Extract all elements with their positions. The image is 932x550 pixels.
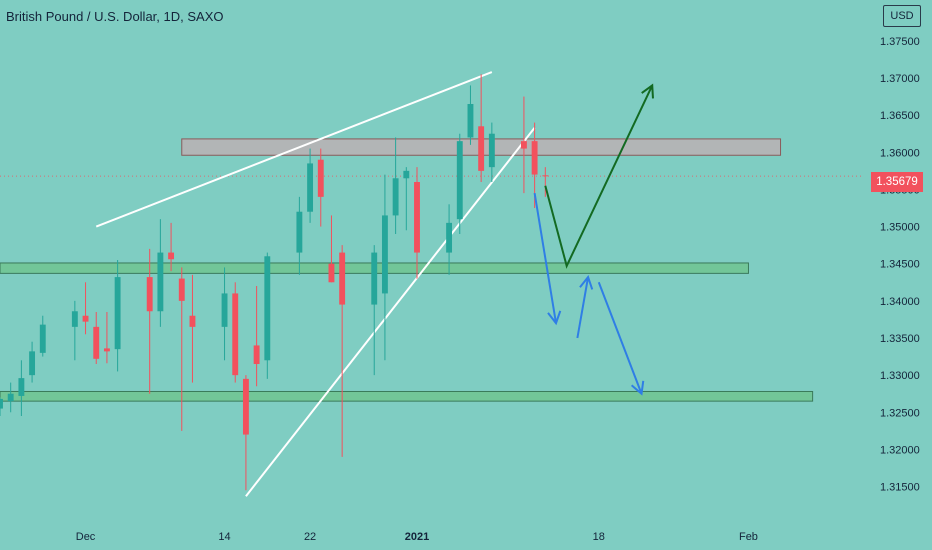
- candle-body[interactable]: [221, 293, 228, 327]
- y-axis-tick-label: 1.33500: [880, 333, 920, 345]
- y-axis-tick-label: 1.32000: [880, 444, 920, 456]
- bearish-projection-arrow[interactable]: [576, 276, 590, 339]
- candle-body[interactable]: [7, 393, 14, 402]
- upper-trendline[interactable]: [95, 71, 493, 228]
- support-zone[interactable]: [0, 390, 814, 402]
- candle-body[interactable]: [531, 141, 538, 175]
- arrow-head: [641, 83, 654, 99]
- candle-body[interactable]: [93, 326, 100, 359]
- y-axis-tick-label: 1.34000: [880, 296, 920, 308]
- candle-body[interactable]: [264, 256, 271, 361]
- y-axis-tick-label: 1.35000: [880, 222, 920, 234]
- y-axis-tick-label: 1.32500: [880, 407, 920, 419]
- candle-body[interactable]: [456, 141, 463, 220]
- candle-body[interactable]: [317, 159, 324, 197]
- candle-body[interactable]: [542, 175, 549, 177]
- arrow-head: [630, 380, 645, 396]
- candle-body[interactable]: [242, 378, 249, 435]
- y-axis-tick-label: 1.34500: [880, 259, 920, 271]
- candle-body[interactable]: [371, 252, 378, 305]
- x-axis-tick-label: 14: [218, 531, 230, 543]
- candle-body[interactable]: [467, 104, 474, 138]
- y-axis-tick-label: 1.33000: [880, 370, 920, 382]
- lower-trendline[interactable]: [245, 127, 536, 497]
- candle-body[interactable]: [157, 252, 164, 312]
- bearish-projection-arrow[interactable]: [597, 281, 643, 395]
- candle-body[interactable]: [189, 315, 196, 327]
- candle-body[interactable]: [232, 293, 239, 376]
- y-axis-tick-label: 1.36000: [880, 147, 920, 159]
- candle-body[interactable]: [520, 141, 527, 149]
- candle-body[interactable]: [296, 211, 303, 253]
- arrow-head: [547, 310, 562, 326]
- candle-body[interactable]: [253, 345, 260, 364]
- last-price-label: 1.35679: [871, 172, 923, 192]
- candle-body[interactable]: [0, 398, 3, 409]
- candle-body[interactable]: [414, 182, 420, 253]
- y-axis-tick-label: 1.37000: [880, 73, 920, 85]
- x-axis-tick-label: 2021: [405, 531, 429, 543]
- x-axis-tick-label: Feb: [739, 531, 758, 543]
- candle-body[interactable]: [178, 278, 185, 301]
- candle-body[interactable]: [307, 163, 314, 212]
- x-axis-tick-label: Dec: [76, 531, 96, 543]
- currency-button[interactable]: USD: [883, 5, 921, 27]
- candle-body[interactable]: [39, 324, 46, 353]
- candle-body[interactable]: [103, 348, 110, 352]
- candle-body[interactable]: [29, 351, 36, 376]
- candle-body[interactable]: [82, 315, 89, 322]
- chart-title: British Pound / U.S. Dollar, 1D, SAXO: [6, 9, 224, 24]
- candle-body[interactable]: [328, 263, 335, 283]
- candle-body[interactable]: [478, 126, 485, 171]
- candle-body[interactable]: [71, 311, 78, 327]
- y-axis-tick-label: 1.37500: [880, 36, 920, 48]
- x-axis-tick-label: 22: [304, 531, 316, 543]
- x-axis-tick-label: 18: [593, 531, 605, 543]
- candle-body[interactable]: [146, 277, 153, 312]
- candle-body[interactable]: [168, 252, 175, 260]
- candle-body[interactable]: [403, 170, 410, 179]
- candle-body[interactable]: [18, 378, 25, 396]
- bearish-projection-arrow[interactable]: [533, 192, 557, 324]
- candle-body[interactable]: [392, 178, 399, 216]
- arrow-head: [579, 275, 594, 290]
- y-axis-tick-label: 1.36500: [880, 110, 920, 122]
- y-axis-tick-label: 1.31500: [880, 482, 920, 494]
- candle-body[interactable]: [446, 222, 453, 253]
- candle-body[interactable]: [381, 215, 388, 294]
- candle-body[interactable]: [488, 133, 495, 168]
- bullish-projection-arrow[interactable]: [544, 85, 654, 269]
- candle-body[interactable]: [114, 277, 121, 350]
- candle-body[interactable]: [339, 252, 346, 305]
